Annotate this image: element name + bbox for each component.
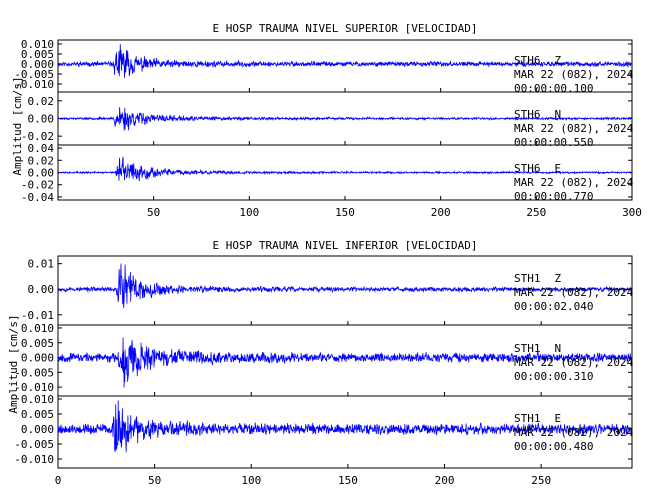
x-tick-label: 100 <box>239 206 259 219</box>
panel-sth1-n: 0.010 0.005 0.000 -0.005 -0.010 STH1 N MA… <box>14 322 634 397</box>
chart-inferior: E HOSP TRAUMA NIVEL INFERIOR [VELOCIDAD]… <box>7 239 634 487</box>
seismic-trace <box>57 156 633 182</box>
y-tick-label: 0.000 <box>21 58 54 71</box>
panel-sth1-z: 0.01 0.00 -0.01 STH1 Z MAR 22 (082), 2024… <box>21 255 634 326</box>
y-tick-label: 0.00 <box>28 283 55 296</box>
record-time: 00:00:00.550 <box>514 136 593 149</box>
chart-title: E HOSP TRAUMA NIVEL INFERIOR [VELOCIDAD] <box>213 239 478 252</box>
x-tick-label: 200 <box>431 206 451 219</box>
record-date: MAR 22 (082), 2024 <box>514 122 634 135</box>
y-axis-label: Amplitud [cm/s] <box>7 314 20 413</box>
y-ticks: 0.010 0.005 0.000 -0.005 -0.010 <box>14 393 632 468</box>
record-date: MAR 22 (082), 2024 <box>514 176 634 189</box>
y-tick-label: -0.02 <box>21 130 54 143</box>
component-code: E <box>555 412 562 425</box>
x-axis: 50 100 150 200 250 300 <box>147 206 642 219</box>
y-tick-label: -0.010 <box>14 381 54 394</box>
y-tick-label: 0.04 <box>28 142 55 155</box>
chart-superior: E HOSP TRAUMA NIVEL SUPERIOR [VELOCIDAD]… <box>11 22 642 219</box>
station-code: STH1 <box>514 272 541 285</box>
y-tick-label: -0.005 <box>14 438 54 451</box>
x-tick-label: 250 <box>526 206 546 219</box>
y-tick-label: -0.01 <box>21 309 54 322</box>
station-code: STH1 <box>514 342 541 355</box>
y-tick-label: -0.02 <box>21 179 54 192</box>
y-tick-label: 0.005 <box>21 337 54 350</box>
record-time: 00:00:00.480 <box>514 440 593 453</box>
seismic-trace <box>57 44 633 79</box>
y-ticks: 0.04 0.02 0.00 -0.02 -0.04 <box>21 142 633 204</box>
y-ticks: 0.010 0.005 0.000 -0.005 -0.010 <box>14 38 633 92</box>
station-code: STH6 <box>514 108 541 121</box>
x-tick-label: 250 <box>531 474 551 487</box>
y-ticks: 0.010 0.005 0.000 -0.005 -0.010 <box>14 322 632 396</box>
station-label: STH1 E <box>514 412 561 425</box>
panel-sth6-n: 0.02 0.00 -0.02 STH6 N MAR 22 (082), 2024… <box>21 91 634 149</box>
component-code: Z <box>555 54 562 67</box>
station-label: STH1 N <box>514 342 561 355</box>
y-tick-label: 0.010 <box>21 38 54 51</box>
y-tick-label: 0.010 <box>21 393 54 406</box>
panel-sth6-e: 0.04 0.02 0.00 -0.02 -0.04 STH6 E MAR 22 … <box>21 142 634 204</box>
panel-frame <box>57 395 633 469</box>
y-axis-label: Amplitud [cm/s] <box>11 76 24 175</box>
y-ticks: 0.01 0.00 -0.01 <box>21 258 632 325</box>
x-tick-label: 100 <box>241 474 261 487</box>
station-label: STH6 N <box>514 108 561 121</box>
record-date: MAR 22 (082), 2024 <box>514 356 634 369</box>
component-code: E <box>555 162 562 175</box>
panel-sth6-z: 0.010 0.005 0.000 -0.005 -0.010 STH6 Z MA… <box>14 38 633 95</box>
station-code: STH1 <box>514 412 541 425</box>
record-time: 00:00:00.100 <box>514 82 593 95</box>
y-tick-label: 0.000 <box>21 352 54 365</box>
x-tick-label: 0 <box>55 474 62 487</box>
x-tick-label: 50 <box>148 474 161 487</box>
component-code: N <box>555 342 562 355</box>
record-date: MAR 22 (082), 2024 <box>514 426 634 439</box>
y-tick-label: 0.005 <box>21 408 54 421</box>
seismic-trace <box>57 263 632 309</box>
x-axis: 0 50 100 150 200 250 <box>55 474 551 487</box>
station-code: STH6 <box>514 54 541 67</box>
x-tick-label: 150 <box>338 474 358 487</box>
y-tick-label: 0.02 <box>28 154 55 167</box>
x-tick-label: 300 <box>622 206 642 219</box>
y-tick-label: -0.04 <box>21 191 54 204</box>
y-tick-label: 0.01 <box>28 258 55 271</box>
panel-sth1-e: 0.010 0.005 0.000 -0.005 -0.010 STH1 E MA… <box>14 393 634 469</box>
record-time: 00:00:00.310 <box>514 370 593 383</box>
y-tick-label: 0.00 <box>28 167 55 180</box>
y-ticks: 0.02 0.00 -0.02 <box>21 95 633 145</box>
seismic-trace <box>57 400 633 453</box>
component-code: Z <box>555 272 562 285</box>
component-code: N <box>555 108 562 121</box>
record-time: 00:00:02.040 <box>514 300 593 313</box>
x-tick-label: 150 <box>335 206 355 219</box>
y-tick-label: 0.010 <box>21 322 54 335</box>
station-code: STH6 <box>514 162 541 175</box>
seismic-trace <box>57 337 632 388</box>
station-label: STH6 E <box>514 162 561 175</box>
x-tick-label: 200 <box>435 474 455 487</box>
x-tick-label: 50 <box>147 206 160 219</box>
record-time: 00:00:00.770 <box>514 190 593 203</box>
y-tick-label: 0.02 <box>28 95 55 108</box>
chart-title: E HOSP TRAUMA NIVEL SUPERIOR [VELOCIDAD] <box>213 22 478 35</box>
station-label: STH1 Z <box>514 272 562 285</box>
y-tick-label: 0.005 <box>21 48 54 61</box>
station-label: STH6 Z <box>514 54 562 67</box>
seismic-trace <box>57 107 633 131</box>
y-tick-label: 0.000 <box>21 423 54 436</box>
y-tick-label: -0.010 <box>14 453 54 466</box>
record-date: MAR 22 (082), 2024 <box>514 286 634 299</box>
y-tick-label: -0.010 <box>14 78 54 91</box>
y-tick-label: 0.00 <box>28 113 55 126</box>
y-tick-label: -0.005 <box>14 366 54 379</box>
y-tick-label: -0.005 <box>14 68 54 81</box>
record-date: MAR 22 (082), 2024 <box>514 68 634 81</box>
